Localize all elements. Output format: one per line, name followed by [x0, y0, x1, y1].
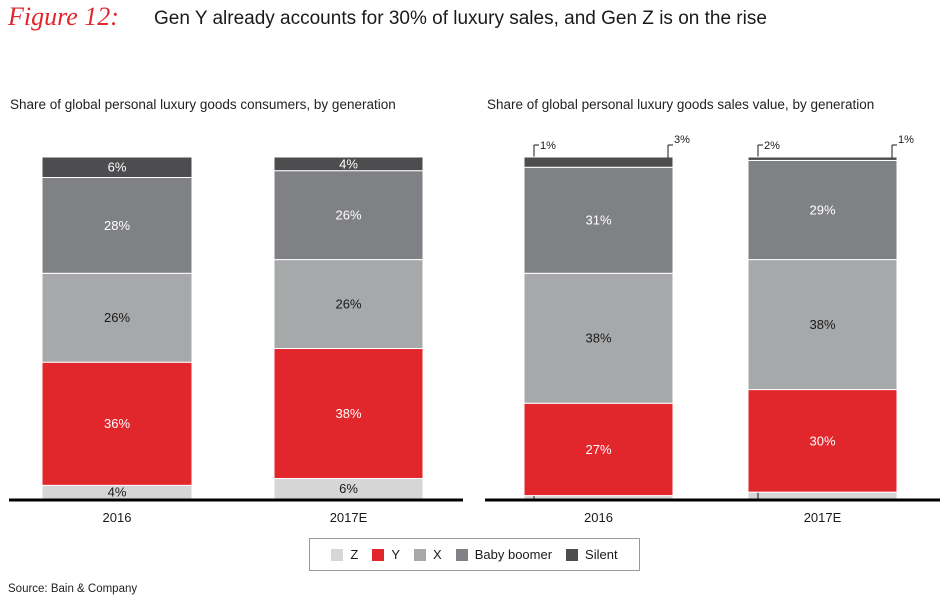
legend-label: Baby boomer — [474, 547, 553, 562]
data-label: 6% — [339, 481, 358, 496]
right-chart-subtitle: Share of global personal luxury goods sa… — [487, 97, 875, 112]
bar-segment-y-2016 — [41, 361, 193, 486]
left-chart-subtitle: Share of global personal luxury goods co… — [10, 97, 396, 112]
bar-segment-y-2017e — [273, 348, 424, 479]
data-label: 30% — [809, 433, 835, 448]
data-label: 26% — [104, 310, 130, 325]
bar-segment-baby-boomer-2017e — [747, 159, 898, 261]
bar-segment-x-2016 — [41, 272, 193, 363]
x-tick-label: 2016 — [584, 510, 613, 525]
data-label: 4% — [339, 156, 358, 171]
data-label: 29% — [809, 202, 835, 217]
bar-segment-silent-2016 — [523, 156, 674, 168]
bar-segment-baby-boomer-2017e — [273, 170, 424, 261]
bar-segment-silent-2016 — [41, 156, 193, 179]
legend-swatch — [455, 548, 468, 561]
data-label: 1% — [898, 134, 914, 146]
bar-segment-z-2017e — [747, 491, 898, 500]
data-label: 28% — [104, 218, 130, 233]
legend-swatch — [414, 548, 427, 561]
x-tick-label: 2017E — [804, 510, 842, 525]
data-label: 2% — [764, 140, 780, 152]
bar-segment-baby-boomer-2016 — [523, 166, 674, 274]
legend-item-x: X — [414, 547, 442, 562]
x-tick-label: 2016 — [103, 510, 132, 525]
bar-segment-baby-boomer-2016 — [41, 177, 193, 274]
legend-label: X — [433, 547, 442, 562]
data-label: 6% — [108, 160, 127, 175]
bar-segment-x-2017e — [747, 259, 898, 391]
figure-label: Figure 12: — [8, 2, 119, 31]
data-label: 38% — [335, 406, 361, 421]
data-label: 1% — [540, 140, 556, 152]
legend: Z Y X Baby boomer Silent — [309, 538, 640, 571]
legend-swatch — [331, 548, 344, 561]
bar-segment-x-2017e — [273, 259, 424, 350]
legend-swatch — [372, 548, 385, 561]
data-label: 26% — [335, 208, 361, 223]
legend-swatch — [566, 548, 579, 561]
data-label: 27% — [585, 442, 611, 457]
bar-segment-y-2017e — [747, 389, 898, 493]
bar-segment-z-2016 — [523, 495, 674, 500]
x-tick-label: 2017E — [330, 510, 368, 525]
legend-item-baby-boomer: Baby boomer — [455, 547, 553, 562]
legend-item-silent: Silent — [566, 547, 618, 562]
bar-segment-silent-2017e — [273, 156, 424, 172]
data-label: 3% — [674, 134, 690, 146]
legend-label: Y — [391, 547, 401, 562]
bar-segment-x-2016 — [523, 272, 674, 404]
data-label: 26% — [335, 296, 361, 311]
data-label: 36% — [104, 416, 130, 431]
data-label: 4% — [108, 485, 127, 500]
data-label: 38% — [585, 331, 611, 346]
source-note: Source: Bain & Company — [8, 583, 138, 595]
legend-item-y: Y — [372, 547, 400, 562]
data-label: 38% — [809, 317, 835, 332]
bar-segment-y-2016 — [523, 402, 674, 497]
legend-label: Z — [350, 547, 359, 562]
data-label: 31% — [585, 213, 611, 228]
legend-item-z: Z — [331, 547, 358, 562]
legend-label: Silent — [585, 547, 618, 562]
bar-segment-silent-2017e — [747, 156, 898, 161]
figure-title: Gen Y already accounts for 30% of luxury… — [154, 8, 767, 29]
